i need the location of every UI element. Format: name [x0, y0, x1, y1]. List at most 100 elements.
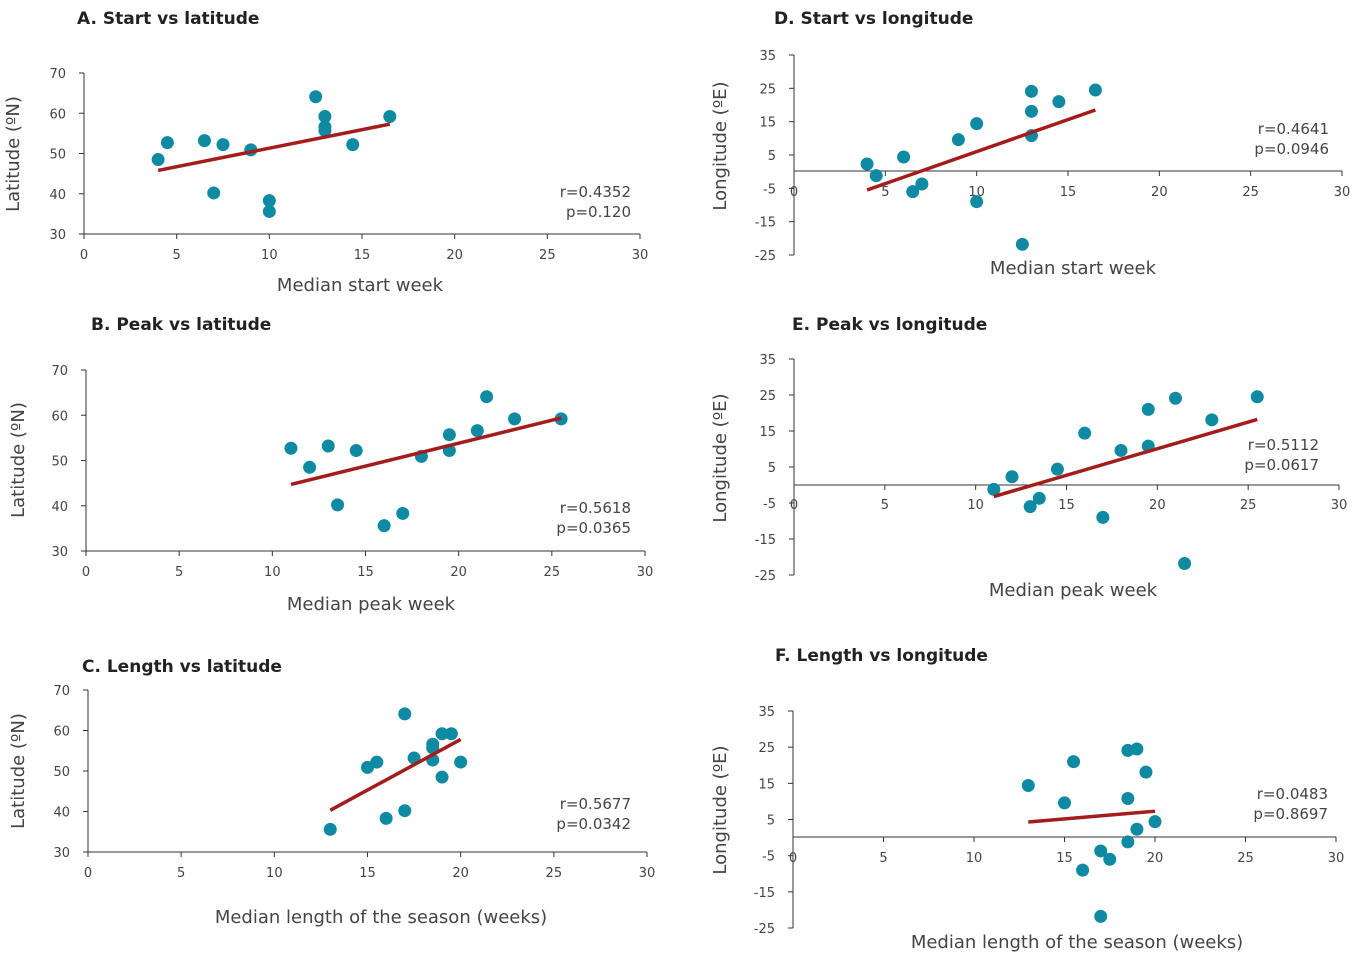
data-point [318, 109, 332, 123]
x-tick-label: 20 [1147, 851, 1164, 866]
data-point [1148, 815, 1162, 829]
y-tick-label: 60 [49, 107, 66, 122]
data-point [869, 169, 883, 183]
data-point [284, 441, 298, 455]
x-tick-label: 15 [1060, 185, 1077, 200]
y-tick-label: -15 [754, 886, 775, 901]
panel-f: -25 -15 -5 5 15 25 35 0 5 10 15 20 25 30 Median length… [710, 705, 1344, 953]
x-tick-label: 15 [354, 248, 371, 263]
panel-e-title: E. Peak vs longitude [792, 315, 988, 335]
x-tick-label: 10 [261, 248, 278, 263]
x-tick-label: 30 [639, 866, 656, 881]
x-tick-label: 30 [1328, 851, 1345, 866]
y-tick-label: 25 [759, 389, 776, 404]
x-tick-label: 15 [1058, 498, 1075, 513]
x-axis-label: Median length of the season (weeks) [215, 907, 547, 928]
data-point [444, 727, 458, 741]
data-point [160, 136, 174, 150]
x-tick-label: 0 [84, 866, 92, 881]
data-point [346, 138, 360, 152]
data-point [377, 519, 391, 533]
x-tick-label: 10 [967, 498, 984, 513]
x-axis-label: Median start week [277, 275, 444, 296]
y-tick-label: 35 [759, 353, 776, 368]
data-point [398, 804, 412, 818]
x-tick-label: 0 [82, 565, 90, 580]
y-tick-label: 5 [767, 814, 775, 829]
y-tick-label: 25 [759, 82, 776, 97]
panel-c: 30 40 50 60 70 0 5 10 15 20 25 30 Median length of t… [8, 684, 655, 928]
trend-line [290, 416, 562, 487]
data-point [906, 185, 920, 199]
data-point [435, 770, 449, 784]
data-point [1121, 835, 1135, 849]
x-axis-label: Median peak week [287, 594, 456, 615]
p-value-annotation: p=0.0617 [1244, 456, 1319, 474]
data-point [1076, 863, 1090, 877]
x-tick-label: 30 [1331, 498, 1348, 513]
y-tick-label: 40 [53, 806, 70, 821]
y-tick-label: -5 [763, 497, 776, 512]
data-point [262, 204, 276, 218]
panel-b: 30 40 50 60 70 0 5 10 15 20 25 30 Median peak week La… [8, 364, 653, 615]
y-tick-label: -5 [762, 850, 775, 865]
x-tick-label: 25 [544, 565, 561, 580]
data-point [1052, 95, 1066, 109]
panel-a-title: A. Start vs latitude [77, 9, 260, 29]
y-axis-label: Longitude (ºE) [710, 81, 731, 210]
y-tick-label: 40 [51, 500, 68, 515]
data-point [1050, 462, 1064, 476]
x-tick-label: 5 [175, 565, 183, 580]
y-tick-label: 30 [53, 846, 70, 861]
y-tick-label: 15 [759, 116, 776, 131]
r-value-annotation: r=0.4352 [560, 183, 631, 201]
x-tick-label: 30 [632, 248, 649, 263]
x-tick-label: 25 [1242, 185, 1259, 200]
x-tick-label: 10 [264, 565, 281, 580]
data-point [1130, 822, 1144, 836]
data-point [1121, 792, 1135, 806]
x-tick-label: 20 [1151, 185, 1168, 200]
x-tick-label: 15 [359, 866, 376, 881]
data-point [318, 124, 332, 138]
y-tick-label: 70 [53, 684, 70, 699]
data-point [216, 138, 230, 152]
panel-d-title: D. Start vs longitude [774, 9, 974, 29]
data-point [480, 390, 494, 404]
x-tick-label: 30 [637, 565, 654, 580]
x-tick-label: 0 [790, 498, 798, 513]
y-tick-label: 60 [51, 409, 68, 424]
data-point [987, 482, 1001, 496]
data-point [197, 134, 211, 148]
data-point [1023, 500, 1037, 514]
data-point [915, 177, 929, 191]
x-tick-label: 15 [357, 565, 374, 580]
y-tick-label: 5 [768, 149, 776, 164]
data-point [1141, 402, 1155, 416]
r-value-annotation: r=0.0483 [1257, 785, 1328, 803]
trend-line [993, 417, 1258, 499]
data-point [1094, 844, 1108, 858]
data-point [207, 186, 221, 200]
data-point [370, 755, 384, 769]
data-point [1024, 84, 1038, 98]
x-tick-label: 5 [173, 248, 181, 263]
data-point [970, 195, 984, 209]
trend-line [329, 737, 462, 812]
y-tick-label: -25 [755, 249, 776, 264]
data-point [349, 444, 363, 458]
p-value-annotation: p=0.120 [566, 203, 631, 221]
p-value-annotation: p=0.0946 [1254, 140, 1329, 158]
trend-line [866, 108, 1096, 192]
data-point [321, 439, 335, 453]
y-axis-label: Latitude (ºN) [3, 96, 24, 212]
data-point [331, 498, 345, 512]
r-value-annotation: r=0.4641 [1258, 120, 1329, 138]
y-axis-label: Latitude (ºN) [8, 402, 29, 518]
y-tick-label: 35 [759, 49, 776, 64]
y-tick-label: 35 [758, 705, 775, 720]
y-tick-label: 15 [758, 777, 775, 792]
data-point [1058, 796, 1071, 810]
data-point [1178, 556, 1192, 570]
panel-e: -25 -15 -5 5 15 25 35 0 5 10 15 20 25 30 Median peak w… [710, 353, 1347, 601]
